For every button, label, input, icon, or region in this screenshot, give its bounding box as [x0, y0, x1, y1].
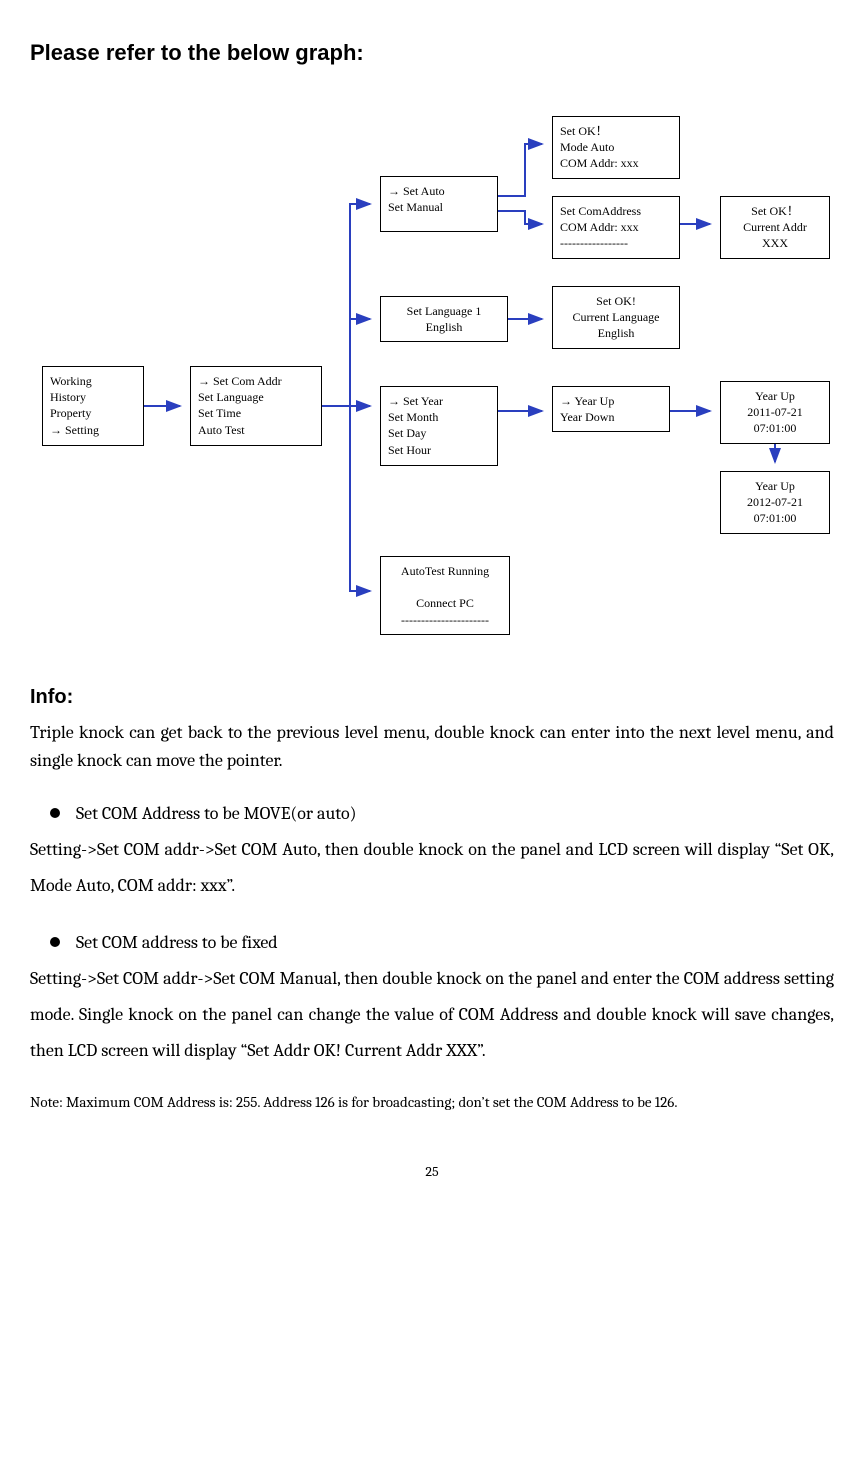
flowchart: Working History Property→ Setting → Set C…	[30, 86, 850, 656]
flow-node-row: Current Addr	[728, 219, 822, 235]
flow-node-setauto: → Set Auto Set Manual	[380, 176, 498, 232]
flow-node-row: Year Up	[728, 388, 822, 404]
flow-node-row: Connect PC	[388, 595, 502, 611]
arrow	[322, 406, 370, 591]
flow-node-root: Working History Property→ Setting	[42, 366, 144, 446]
arrow	[322, 319, 370, 406]
flow-node-row: COM Addr: xxx	[560, 219, 672, 235]
arrow	[498, 144, 542, 196]
info-paragraph: Triple knock can get back to the previou…	[30, 719, 834, 775]
flow-node-row: Property	[50, 405, 136, 421]
flow-node-row: Year Down	[560, 409, 662, 425]
flow-node-row: Set Hour	[388, 442, 490, 458]
flow-node-row: ----------------------	[388, 612, 502, 628]
bullet-2: Set COM address to be fixed	[30, 932, 834, 953]
flow-node-row: 07:01:00	[728, 510, 822, 526]
flow-node-lang: Set Language 1English	[380, 296, 508, 342]
page-number: 25	[30, 1163, 834, 1180]
flow-node-year1: Year Up2011-07-2107:01:00	[720, 381, 830, 444]
flow-node-row: XXX	[728, 235, 822, 251]
flow-node-setcomaddr: Set ComAddressCOM Addr: xxx-------------…	[552, 196, 680, 259]
flow-node-row: English	[560, 325, 672, 341]
flow-node-row: Set Language	[198, 389, 314, 405]
page-heading: Please refer to the below graph:	[30, 40, 834, 66]
flow-node-settime: → Set Year Set Month Set Day Set Hour	[380, 386, 498, 466]
flow-node-row: Set OK！	[560, 123, 672, 139]
flow-node-row: Year Up	[728, 478, 822, 494]
flow-node-row: Set ComAddress	[560, 203, 672, 219]
flow-node-row: Set Day	[388, 425, 490, 441]
flow-node-setok_curraddr: Set OK！Current AddrXXX	[720, 196, 830, 259]
flow-node-row: Current Language	[560, 309, 672, 325]
flow-node-row: Set Month	[388, 409, 490, 425]
flow-node-row: → Set Auto	[388, 183, 490, 199]
flow-node-row: AutoTest Running	[388, 563, 502, 579]
flow-node-row: → Setting	[50, 422, 136, 438]
flow-node-row: COM Addr: xxx	[560, 155, 672, 171]
flow-node-row	[388, 579, 502, 595]
flow-node-setok_mode: Set OK！Mode AutoCOM Addr: xxx	[552, 116, 680, 179]
bullet-1: Set COM Address to be MOVE(or auto)	[30, 803, 834, 824]
flow-node-row: → Set Year	[388, 393, 490, 409]
flow-node-row: → Set Com Addr	[198, 373, 314, 389]
flow-node-row: 07:01:00	[728, 420, 822, 436]
bullet-dot-icon	[50, 937, 60, 947]
flow-node-row: Auto Test	[198, 422, 314, 438]
flow-node-row: 2011-07-21	[728, 404, 822, 420]
flow-node-menu2: → Set Com Addr Set Language Set Time Aut…	[190, 366, 322, 446]
info-heading: Info:	[30, 686, 834, 709]
flow-node-row: Set Language 1	[388, 303, 500, 319]
bullet-2-body: Setting->Set COM addr->Set COM Manual, t…	[30, 961, 834, 1069]
flow-node-row: Set Time	[198, 405, 314, 421]
flow-node-row: 2012-07-21	[728, 494, 822, 510]
bullet-1-body: Setting->Set COM addr->Set COM Auto, the…	[30, 832, 834, 904]
flow-node-row: Working	[50, 373, 136, 389]
bullet-2-title: Set COM address to be fixed	[76, 932, 278, 953]
flow-node-row: Set OK！	[728, 203, 822, 219]
flow-node-row: Set OK!	[560, 293, 672, 309]
arrow	[498, 211, 542, 224]
arrow	[322, 204, 370, 406]
note-paragraph: Note: Maximum COM Address is: 255. Addre…	[30, 1091, 834, 1114]
flow-node-row: English	[388, 319, 500, 335]
flow-node-row: Set Manual	[388, 199, 490, 215]
flow-node-yearupdown: → Year Up Year Down	[552, 386, 670, 432]
flow-node-langok: Set OK!Current LanguageEnglish	[552, 286, 680, 349]
flow-node-row: Mode Auto	[560, 139, 672, 155]
flow-node-row: → Year Up	[560, 393, 662, 409]
flow-node-row: -----------------	[560, 235, 672, 251]
bullet-1-title: Set COM Address to be MOVE(or auto)	[76, 803, 357, 824]
flow-node-row: History	[50, 389, 136, 405]
flow-node-year2: Year Up2012-07-2107:01:00	[720, 471, 830, 534]
bullet-dot-icon	[50, 808, 60, 818]
flow-node-autotest: AutoTest Running Connect PC-------------…	[380, 556, 510, 635]
